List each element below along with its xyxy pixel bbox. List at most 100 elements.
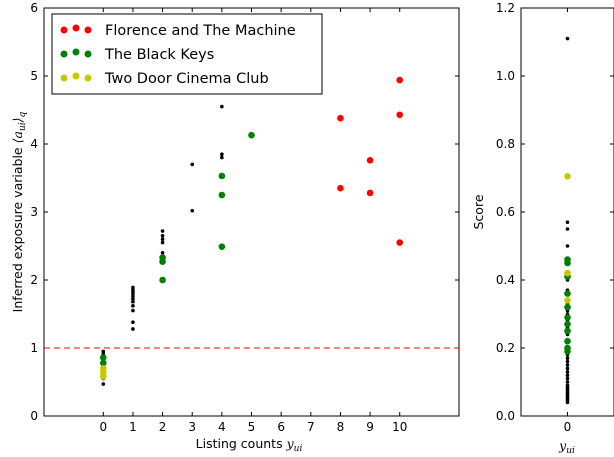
score-x-axis-label: yui — [558, 438, 575, 456]
data-point — [160, 229, 165, 233]
data-point — [565, 359, 570, 364]
legend-marker-two-door — [72, 72, 80, 80]
data-point — [396, 111, 404, 119]
y-tick-label: 1.0 — [496, 69, 515, 83]
legend-marker-black-keys — [84, 50, 92, 58]
y-tick-label: 0.6 — [496, 205, 515, 219]
legend-marker-florence — [84, 26, 92, 34]
data-point — [396, 76, 404, 84]
data-point — [99, 354, 107, 361]
x-tick-label: 1 — [129, 420, 137, 434]
data-point — [218, 172, 226, 180]
legend-marker-two-door — [84, 74, 92, 82]
data-point — [564, 259, 571, 267]
x-tick-label: 3 — [188, 420, 196, 434]
data-point — [131, 285, 135, 290]
data-point — [131, 308, 135, 313]
data-point — [220, 152, 224, 156]
main-chart-panel: 0 1 2 3 4 5 6 0 1 2 3 4 5 6 7 8 9 10 — [30, 1, 460, 434]
y-tick-label: 0.4 — [496, 273, 515, 287]
data-point — [564, 269, 571, 277]
x-tick-label: 9 — [366, 420, 374, 434]
data-point — [564, 337, 571, 345]
y-tick-label: 6 — [30, 1, 38, 15]
data-point — [565, 400, 570, 405]
y-tick-label: 1.2 — [496, 1, 515, 15]
main-y-axis-label: Inferred exposure variable⟨aui⟩q — [10, 111, 28, 312]
legend-marker-florence — [72, 24, 80, 32]
data-point — [248, 131, 255, 139]
data-point — [160, 240, 165, 245]
data-point — [190, 208, 195, 213]
data-point — [366, 157, 374, 164]
data-point — [101, 349, 106, 354]
data-point — [159, 254, 166, 261]
data-point — [220, 104, 224, 109]
data-point — [565, 366, 570, 371]
data-point — [565, 376, 570, 381]
data-point — [564, 290, 571, 297]
data-point — [99, 365, 107, 372]
data-point — [337, 184, 344, 192]
y-tick-label: 5 — [30, 69, 38, 83]
score-chart-panel: 0.0 0.2 0.4 0.6 0.8 1.0 1.2 0 — [496, 1, 614, 434]
data-point — [159, 276, 166, 284]
y-tick-label: 0 — [30, 409, 38, 423]
data-point — [337, 114, 344, 122]
legend: Florence and The Machine The Black Keys … — [51, 13, 323, 95]
legend-box — [51, 13, 323, 95]
legend-label-black-keys: The Black Keys — [104, 47, 214, 63]
legend-marker-florence — [60, 26, 68, 34]
data-point — [218, 243, 226, 250]
data-point — [160, 234, 165, 238]
y-tick-label: 1 — [30, 341, 38, 355]
data-point — [565, 36, 570, 41]
y-tick-label: 2 — [30, 273, 38, 287]
data-point — [131, 304, 135, 308]
data-point — [565, 227, 570, 231]
data-point — [565, 370, 570, 374]
legend-entry: Two Door Cinema Club — [60, 71, 269, 87]
data-point — [564, 297, 571, 304]
y-tick-label: 0.2 — [496, 341, 515, 355]
x-tick-label: 5 — [248, 420, 256, 434]
legend-marker-two-door — [60, 74, 68, 82]
y-tick-label: 3 — [30, 205, 38, 219]
data-point — [131, 297, 135, 301]
data-point — [160, 251, 165, 255]
data-point — [565, 244, 570, 248]
data-point — [565, 380, 570, 384]
data-point — [396, 239, 404, 246]
data-point — [564, 303, 571, 311]
x-tick-label: 7 — [307, 420, 315, 434]
legend-marker-black-keys — [72, 48, 80, 56]
data-point — [564, 314, 571, 321]
data-point — [131, 299, 135, 304]
x-tick-label: 4 — [218, 420, 226, 434]
data-point — [218, 191, 226, 199]
y-tick-label: 0.8 — [496, 137, 515, 151]
x-tick-label: 6 — [277, 420, 285, 434]
x-tick-label: 0 — [99, 420, 107, 434]
legend-entry: The Black Keys — [60, 47, 214, 63]
data-point — [131, 320, 135, 324]
data-point — [366, 189, 374, 197]
data-point — [565, 363, 570, 367]
x-tick-label: 2 — [159, 420, 167, 434]
data-point — [565, 356, 570, 361]
legend-label-two-door: Two Door Cinema Club — [104, 71, 269, 87]
data-point — [565, 373, 570, 378]
data-point — [190, 162, 195, 167]
data-point — [131, 327, 135, 331]
data-point — [131, 294, 135, 299]
x-tick-label: 0 — [564, 420, 572, 434]
data-point — [564, 348, 571, 355]
legend-label-florence: Florence and The Machine — [105, 23, 296, 39]
data-point — [99, 359, 107, 367]
data-point — [220, 155, 224, 160]
data-point — [160, 237, 165, 241]
data-point — [564, 173, 571, 180]
data-point — [565, 220, 570, 224]
x-tick-label: 8 — [337, 420, 345, 434]
